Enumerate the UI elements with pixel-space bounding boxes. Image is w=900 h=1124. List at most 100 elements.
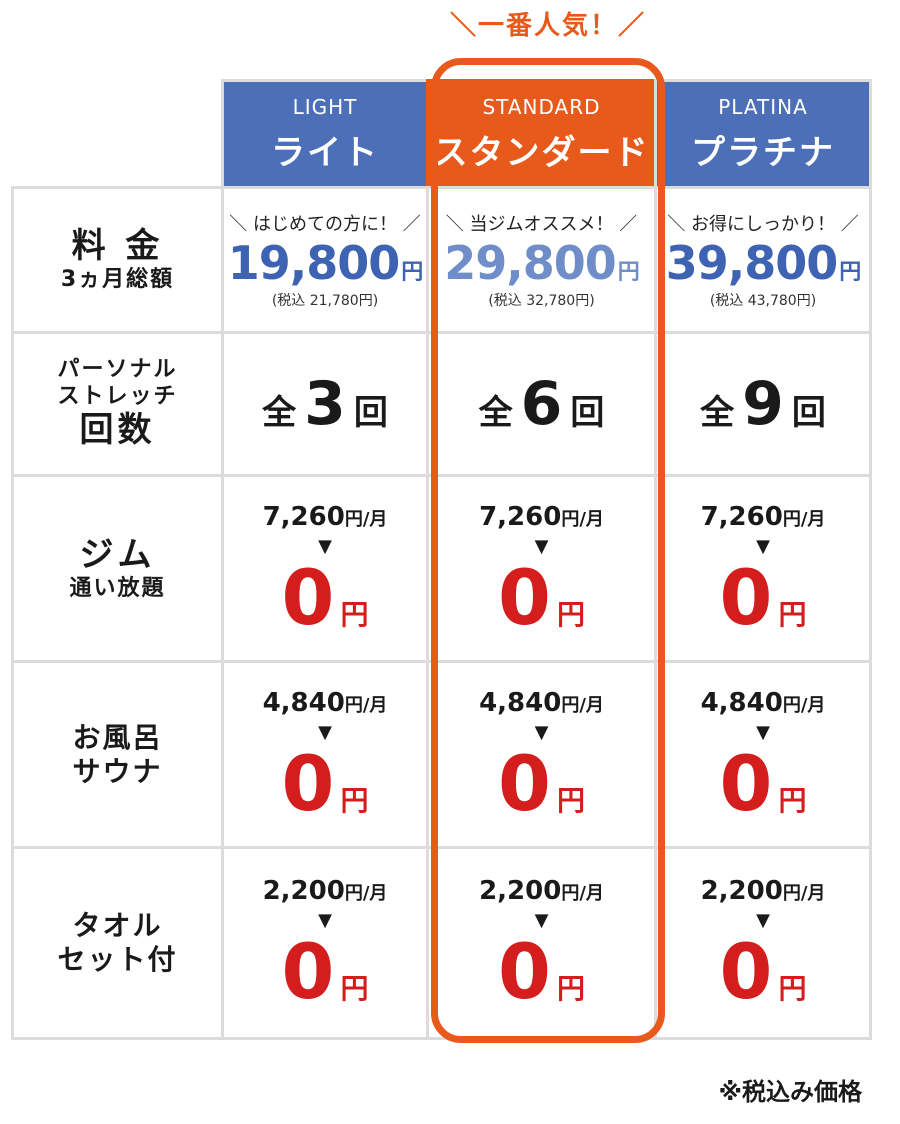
count-number: 9 (742, 369, 784, 439)
price-value: 19,800 (227, 236, 401, 290)
price-yen: 円 (401, 260, 423, 285)
plan-price: 39,800円 (666, 240, 862, 286)
original-price-unit: 円/月 (344, 508, 388, 530)
zero-yen: 円 (556, 972, 585, 1005)
plan-name-ja: プラチナ (691, 132, 835, 173)
original-price-value: 4,840 (262, 687, 345, 718)
original-price-value: 7,260 (262, 501, 345, 532)
price-value: 29,800 (444, 236, 617, 290)
arrow-down-icon: ▼ (756, 535, 770, 557)
original-price-value: 4,840 (700, 687, 783, 718)
original-price-unit: 円/月 (782, 694, 826, 716)
price-yen: 円 (617, 260, 640, 285)
original-price: 7,260円/月 (701, 502, 826, 532)
row-label-line: ジム (79, 534, 156, 575)
row-label-gym: ジム 通い放題 (11, 474, 224, 663)
zero-yen: 円 (778, 783, 807, 817)
zero-value: 0 (281, 738, 335, 828)
zero-yen: 円 (340, 597, 369, 631)
price-tax-included: (税込 43,780円) (709, 293, 817, 309)
original-price-value: 7,260 (479, 501, 562, 532)
arrow-down-icon: ▼ (318, 910, 332, 931)
count-prefix: 全 (700, 393, 735, 433)
original-price-unit: 円/月 (561, 694, 604, 716)
plan-header-light: LIGHT ライト (221, 79, 429, 189)
original-price-unit: 円/月 (782, 883, 826, 904)
count-suffix: 回 (791, 393, 826, 433)
original-price: 7,260円/月 (479, 502, 604, 532)
arrow-down-icon: ▼ (318, 535, 332, 557)
arrow-down-icon: ▼ (534, 910, 549, 931)
original-price-value: 2,200 (262, 876, 345, 906)
fee-light: ＼ はじめての方に！ ／ 19,800円 (税込 21,780円) (221, 186, 429, 334)
price-value: 39,800 (665, 236, 839, 290)
row-label-towel: タオル セット付 (11, 846, 224, 1040)
row-label-line: タオル (72, 909, 163, 943)
count-number: 6 (520, 369, 563, 439)
original-price-unit: 円/月 (344, 883, 388, 904)
row-label-stretch: パーソナル ストレッチ 回数 (11, 331, 224, 477)
zero-value: 0 (498, 927, 551, 1016)
row-label-line: パーソナル (57, 357, 178, 383)
original-price-unit: 円/月 (561, 508, 604, 530)
plan-name-ja: スタンダード (433, 132, 650, 173)
pricing-table: LIGHT ライト STANDARD スタンダード PLATINA プラチナ 料… (11, 79, 872, 1040)
fee-standard: ＼ 当ジムオススメ！ ／ 29,800円 (税込 32,780円) (426, 186, 657, 334)
row-label-line: サウナ (72, 754, 163, 788)
zero-yen: 円 (340, 783, 369, 817)
price-tax-included: (税込 32,780円) (488, 293, 595, 309)
row-label-line: 料 金 (71, 226, 164, 267)
original-price-unit: 円/月 (344, 694, 388, 716)
row-label-fee: 料 金 3ヵ月総額 (11, 186, 224, 334)
count-number: 3 (304, 369, 346, 439)
count-prefix: 全 (262, 393, 297, 433)
count-suffix: 回 (353, 393, 388, 433)
original-price: 7,260円/月 (263, 502, 388, 532)
original-price: 4,840円/月 (701, 688, 826, 718)
zero-value: 0 (281, 927, 335, 1016)
zero-yen: 円 (556, 783, 585, 817)
plan-tagline: ＼ お得にしっかり！ ／ (667, 214, 859, 235)
plan-name-ja: ライト (271, 132, 379, 173)
price-tax-included: (税込 21,780円) (271, 293, 379, 309)
row-label-line: ストレッチ (57, 383, 178, 409)
arrow-down-icon: ▼ (534, 721, 549, 743)
plan-header-platina: PLATINA プラチナ (654, 79, 872, 189)
row-label-line: 3ヵ月総額 (60, 267, 175, 293)
zero-value: 0 (719, 927, 773, 1016)
row-label-line: セット付 (57, 943, 178, 976)
plan-price: 19,800円 (228, 240, 424, 286)
zero-yen: 円 (556, 597, 585, 631)
plan-name-en: STANDARD (482, 94, 601, 119)
plan-header-standard: STANDARD スタンダード (426, 79, 657, 189)
arrow-down-icon: ▼ (534, 535, 549, 557)
zero-yen: 円 (778, 597, 807, 631)
arrow-down-icon: ▼ (318, 721, 332, 743)
zero-value: 0 (498, 738, 551, 828)
most-popular-badge: ＼一番人気！／ (449, 11, 646, 41)
original-price: 2,200円/月 (263, 876, 388, 906)
plan-name-en: LIGHT (292, 94, 358, 119)
original-price: 2,200円/月 (701, 876, 826, 906)
original-price: 4,840円/月 (263, 688, 388, 718)
fee-platina: ＼ お得にしっかり！ ／ 39,800円 (税込 43,780円) (654, 186, 872, 334)
zero-yen: 円 (778, 972, 807, 1005)
